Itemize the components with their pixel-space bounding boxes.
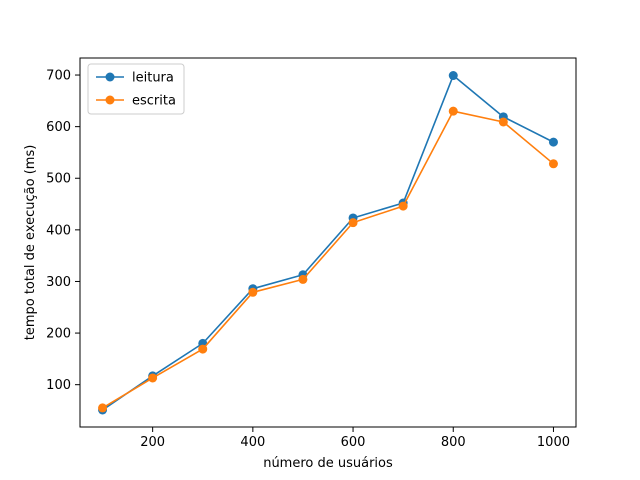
data-point-escrita-700 xyxy=(398,201,408,211)
data-point-escrita-800 xyxy=(448,106,458,116)
x-tick-label-400: 400 xyxy=(240,435,265,450)
data-point-escrita-900 xyxy=(498,117,508,127)
y-tick-label-100: 100 xyxy=(46,378,71,393)
series-line-escrita xyxy=(101,110,555,409)
x-tick-label-800: 800 xyxy=(441,435,466,450)
x-tick-label-200: 200 xyxy=(140,435,165,450)
y-tick-label-500: 500 xyxy=(46,172,71,187)
data-point-escrita-300 xyxy=(198,344,208,354)
data-point-leitura-1000 xyxy=(548,137,558,147)
legend: leitura escrita xyxy=(87,63,185,115)
y-tick-label-700: 700 xyxy=(46,69,71,84)
axes: 200 400 600 800 1000 100 200 300 400 500 600 700 xyxy=(46,57,577,450)
data-point-escrita-200 xyxy=(148,373,158,383)
plot-area xyxy=(98,71,558,415)
legend-marker-escrita xyxy=(105,95,115,105)
data-point-escrita-600 xyxy=(348,218,358,228)
series-line-leitura xyxy=(101,74,555,412)
x-axis-label: número de usuários xyxy=(263,456,393,471)
y-tick-label-300: 300 xyxy=(46,275,71,290)
y-axis-label: tempo total de execução (ms) xyxy=(23,145,38,341)
x-tick-label-1000: 1000 xyxy=(537,435,570,450)
axes-frame xyxy=(79,57,577,428)
data-point-escrita-1000 xyxy=(548,159,558,169)
y-tick-label-400: 400 xyxy=(46,223,71,238)
legend-label-escrita: escrita xyxy=(132,94,176,109)
data-point-escrita-100 xyxy=(98,403,108,413)
legend-marker-leitura xyxy=(105,72,115,82)
y-tick-label-600: 600 xyxy=(46,120,71,135)
x-tick-label-600: 600 xyxy=(341,435,366,450)
data-point-escrita-400 xyxy=(248,287,258,297)
y-tick-label-200: 200 xyxy=(46,327,71,342)
legend-label-leitura: leitura xyxy=(132,71,174,86)
data-point-escrita-500 xyxy=(298,274,308,284)
data-point-leitura-800 xyxy=(448,71,458,81)
